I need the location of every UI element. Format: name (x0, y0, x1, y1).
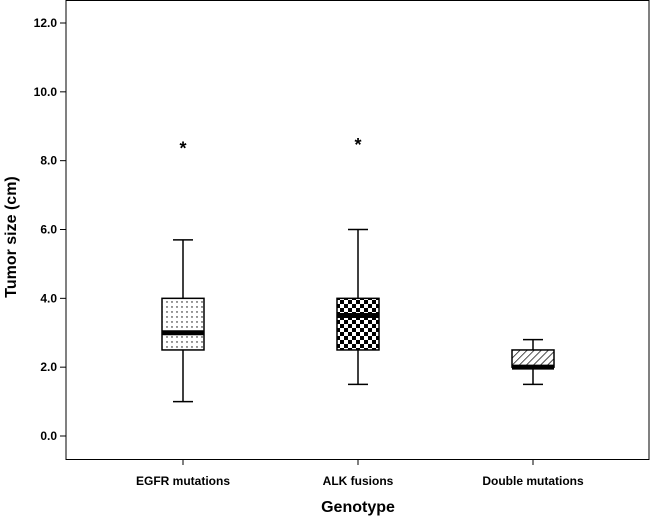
y-tick-label: 4.0 (40, 291, 57, 305)
box-iqr (336, 297, 380, 351)
x-tick-label: ALK fusions (323, 474, 394, 488)
box-group (511, 338, 555, 386)
box-iqr (511, 349, 555, 368)
outlier-marker: * (354, 135, 361, 155)
x-tick-label: EGFR mutations (136, 474, 230, 488)
x-axis-title: Genotype (321, 499, 395, 516)
y-tick-label: 8.0 (40, 154, 57, 168)
box-iqr (161, 297, 205, 351)
box-group: * (336, 135, 380, 386)
y-tick-label: 10.0 (34, 85, 58, 99)
y-tick-label: 12.0 (34, 16, 58, 30)
x-tick-label: Double mutations (482, 474, 584, 488)
y-tick-label: 6.0 (40, 223, 57, 237)
y-tick-label: 0.0 (40, 429, 57, 443)
y-tick-label: 2.0 (40, 360, 57, 374)
box-group: * (161, 138, 205, 403)
outlier-marker: * (179, 138, 186, 158)
y-axis-title: Tumor size (cm) (3, 176, 20, 298)
